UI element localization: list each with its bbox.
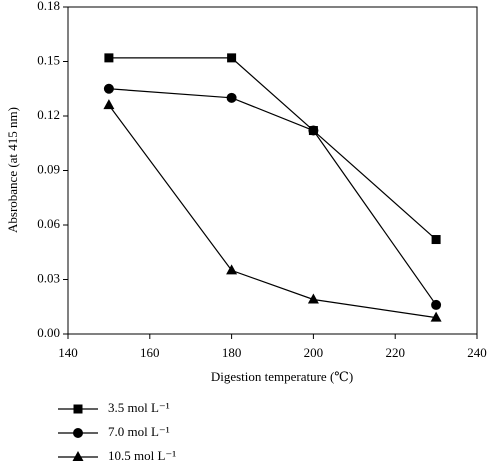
- data-point: [226, 264, 238, 275]
- data-point: [431, 299, 442, 310]
- data-point: [104, 53, 114, 63]
- y-tick-label: 0.12: [37, 107, 60, 122]
- data-point: [430, 311, 442, 322]
- data-point: [307, 293, 319, 304]
- y-tick-label: 0.18: [37, 0, 60, 13]
- y-axis-label: Absrobance (at 415 nm): [5, 107, 20, 233]
- data-point: [103, 99, 115, 110]
- data-point: [227, 53, 237, 63]
- x-tick-label: 220: [385, 345, 405, 360]
- legend-marker: [73, 428, 83, 438]
- y-tick-label: 0.09: [37, 161, 60, 176]
- series-line: [108, 88, 437, 306]
- legend-marker: [73, 404, 83, 414]
- data-point: [431, 235, 441, 245]
- legend-label: 3.5 mol L⁻¹: [108, 400, 170, 415]
- legend-label: 7.0 mol L⁻¹: [108, 424, 170, 439]
- x-tick-label: 180: [222, 345, 242, 360]
- series-line: [108, 57, 437, 240]
- y-tick-label: 0.06: [37, 216, 60, 231]
- x-axis-label: Digestion temperature (℃): [211, 369, 353, 384]
- y-tick-label: 0.00: [37, 325, 60, 340]
- data-point: [226, 92, 237, 103]
- data-point: [103, 83, 114, 94]
- y-tick-label: 0.15: [37, 52, 60, 67]
- x-tick-label: 200: [304, 345, 324, 360]
- legend-marker: [72, 451, 84, 461]
- series-line: [108, 104, 437, 319]
- x-tick-label: 240: [467, 345, 487, 360]
- x-tick-label: 160: [140, 345, 160, 360]
- x-tick-label: 140: [58, 345, 78, 360]
- y-tick-label: 0.03: [37, 270, 60, 285]
- legend-label: 10.5 mol L⁻¹: [108, 448, 176, 462]
- data-point: [308, 125, 319, 136]
